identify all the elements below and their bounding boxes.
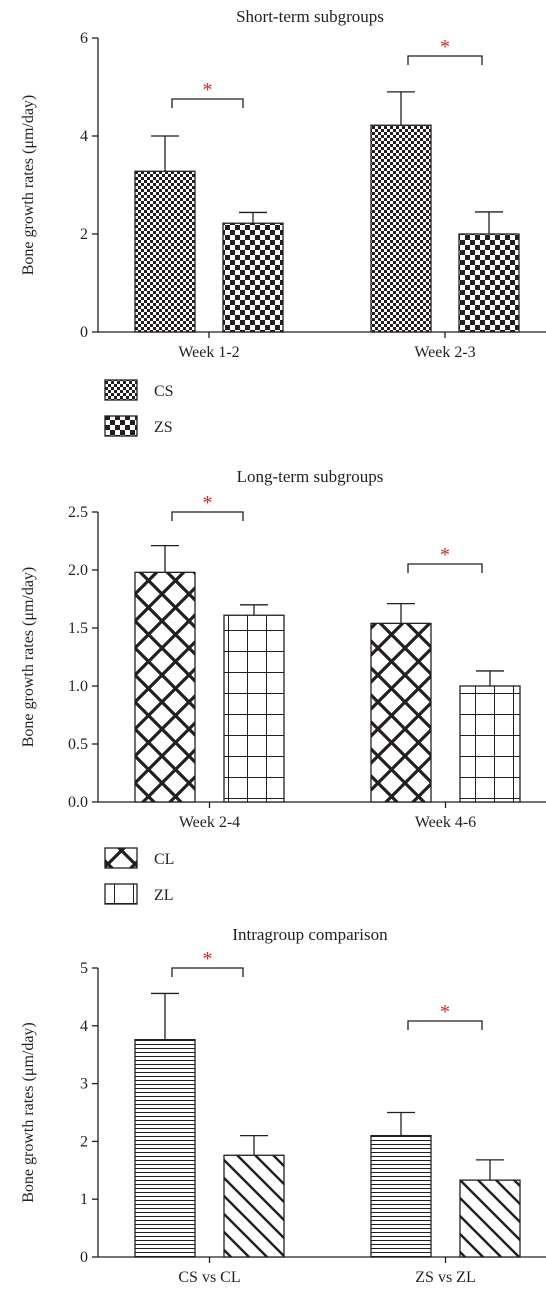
bar-zl [459, 685, 521, 803]
bar-first [370, 1134, 432, 1258]
y-tick-label: 2.5 [68, 504, 88, 521]
legend-swatch [104, 379, 138, 401]
legend-swatch [104, 847, 138, 869]
bar-cs [134, 170, 196, 333]
y-tick-label: 4 [80, 1018, 88, 1035]
significance-star: * [440, 1001, 450, 1023]
y-tick-label: 6 [80, 30, 88, 47]
bar-zs [222, 222, 284, 333]
significance-bracket [407, 55, 483, 65]
significance-star: * [440, 544, 450, 566]
bar-second [459, 1179, 521, 1258]
chart-title: Long-term subgroups [237, 467, 384, 486]
significance-star: * [203, 948, 213, 970]
bar-second [223, 1154, 285, 1258]
significance-star: * [440, 36, 450, 58]
y-tick-label: 1 [80, 1191, 88, 1208]
y-tick-label: 0 [80, 1249, 88, 1266]
significance-star: * [203, 79, 213, 101]
significance-bracket [171, 98, 244, 108]
y-tick-label: 0.5 [68, 736, 88, 753]
y-tick-label: 2 [80, 226, 88, 243]
y-tick-label: 2.0 [68, 562, 88, 579]
bar-cl [370, 622, 432, 803]
significance-bracket [171, 511, 244, 521]
y-tick-label: 2 [80, 1133, 88, 1150]
bar-cs [370, 124, 432, 333]
chart-title: Intragroup comparison [232, 925, 388, 944]
x-category-label: ZS vs ZL [415, 1269, 475, 1286]
y-tick-label: 5 [80, 960, 88, 977]
significance-bracket [171, 967, 244, 977]
legend-label: ZL [154, 887, 174, 904]
y-tick-label: 0 [80, 324, 88, 341]
chart-panel: Long-term subgroups 0.0 0.5 1.0 1.5 2.0 2.5 Bon… [20, 467, 546, 905]
chart-title: Short-term subgroups [236, 7, 384, 26]
y-axis-label: Bone growth rates (μm/day) [20, 567, 37, 748]
y-axis-label: Bone growth rates (μm/day) [20, 1022, 37, 1203]
bar-zl [223, 614, 285, 803]
significance-bracket [407, 1020, 483, 1030]
y-tick-label: 1.5 [68, 620, 88, 637]
significance-bracket [407, 563, 483, 573]
y-tick-label: 1.0 [68, 678, 88, 695]
significance-star: * [203, 492, 213, 514]
x-category-label: CS vs CL [178, 1269, 240, 1286]
x-category-label: Week 2-4 [179, 814, 240, 831]
legend-swatch [104, 415, 138, 437]
legend-label: CL [154, 851, 174, 868]
y-tick-label: 0.0 [68, 794, 88, 811]
legend-label: CS [154, 383, 174, 400]
chart-panel: Intragroup comparison 0 1 2 3 4 5 Bone growth r… [20, 925, 546, 1286]
chart-panel: Short-term subgroups 0 2 4 6 Bone growth rate… [20, 7, 546, 437]
y-tick-label: 3 [80, 1076, 88, 1093]
legend-swatch [104, 883, 138, 905]
x-category-label: Week 2-3 [414, 344, 475, 361]
bar-first [134, 1039, 196, 1258]
legend-label: ZS [154, 419, 173, 436]
x-category-label: Week 4-6 [415, 814, 476, 831]
x-category-label: Week 1-2 [178, 344, 239, 361]
y-axis-label: Bone growth rates (μm/day) [20, 95, 37, 276]
y-tick-label: 4 [80, 128, 88, 145]
bar-zs [458, 233, 520, 333]
bar-cl [134, 571, 196, 803]
